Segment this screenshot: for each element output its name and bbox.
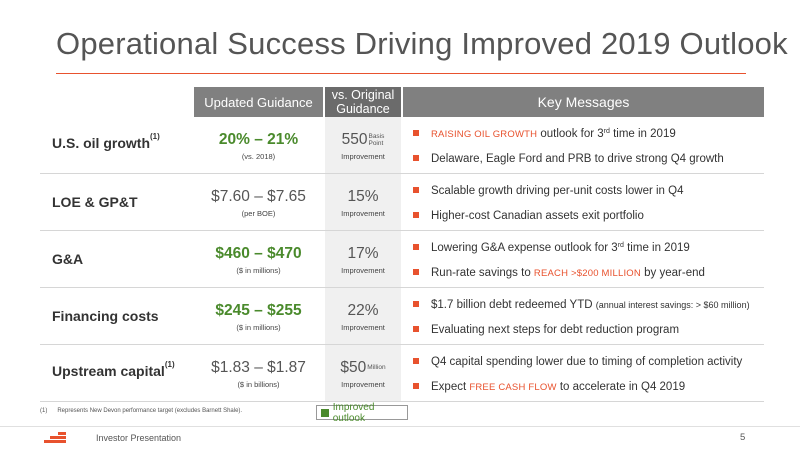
orig-sub: Improvement <box>341 380 385 389</box>
footnote-text: Represents New Devon performance target … <box>57 408 243 414</box>
key-messages: $1.7 billion debt redeemed YTD (annual i… <box>413 298 768 348</box>
row-label: Financing costs <box>52 308 159 324</box>
header-updated-guidance: Updated Guidance <box>194 87 323 117</box>
original-guidance-column-bg <box>325 117 401 401</box>
key-message: Expect free cash flow to accelerate in Q… <box>413 380 768 405</box>
guidance-unit: ($ in billions) <box>237 380 280 389</box>
company-logo <box>44 432 66 445</box>
table-row: G&A $460 – $470 ($ in millions) 17% Improvem… <box>40 231 764 288</box>
updated-guidance: $1.83 – $1.87 ($ in billions) <box>194 359 323 389</box>
key-messages: Scalable growth driving per-unit costs l… <box>413 184 768 234</box>
footer-divider <box>0 426 800 427</box>
key-messages: Lowering G&A expense outlook for 3rd tim… <box>413 241 768 291</box>
row-label: LOE & GP&T <box>52 194 138 210</box>
row-label: U.S. oil growth(1) <box>52 132 160 151</box>
row-label-footnote-ref: (1) <box>164 360 175 369</box>
guidance-value: $1.83 – $1.87 <box>211 359 306 376</box>
orig-unit: Basis Point <box>368 132 385 147</box>
bullet-icon <box>413 358 419 364</box>
orig-value: $50 <box>340 359 367 376</box>
key-messages: Q4 capital spending lower due to timing … <box>413 355 768 405</box>
footer-label: Investor Presentation <box>96 433 182 443</box>
footnote-number: (1) <box>40 408 48 414</box>
header-original-guidance: vs. Original Guidance <box>325 87 401 117</box>
key-message: Raising oil growth outlook for 3rd time … <box>413 127 768 152</box>
orig-value: 550 <box>341 131 368 148</box>
original-guidance-delta: 17% Improvement <box>325 245 401 275</box>
bullet-icon <box>413 269 419 275</box>
original-guidance-delta: 22% Improvement <box>325 302 401 332</box>
updated-guidance: $7.60 – $7.65 (per BOE) <box>194 188 323 218</box>
page-number: 5 <box>740 432 746 443</box>
row-divider <box>40 230 764 231</box>
footnote: (1) Represents New Devon performance targ… <box>40 408 242 414</box>
guidance-value: 20% – 21% <box>218 131 299 148</box>
bullet-icon <box>413 130 419 136</box>
orig-value: 22% <box>347 302 379 319</box>
orig-sub: Improvement <box>341 323 385 332</box>
bullet-icon <box>413 187 419 193</box>
key-message: Q4 capital spending lower due to timing … <box>413 355 768 380</box>
title-divider <box>56 73 746 74</box>
orig-sub: Improvement <box>341 209 385 218</box>
guidance-value: $245 – $255 <box>215 302 302 319</box>
table-row: Financing costs $245 – $255 ($ in millions… <box>40 288 764 345</box>
original-guidance-delta: 15% Improvement <box>325 188 401 218</box>
key-message: Delaware, Eagle Ford and PRB to drive st… <box>413 152 768 177</box>
legend-swatch <box>321 408 329 417</box>
bullet-icon <box>413 155 419 161</box>
table-row: Upstream capital(1) $1.83 – $1.87 ($ in bi… <box>40 345 764 402</box>
updated-guidance: 20% – 21% (vs. 2018) <box>194 131 323 161</box>
key-message: $1.7 billion debt redeemed YTD (annual i… <box>413 298 768 323</box>
guidance-unit: (vs. 2018) <box>241 152 276 161</box>
updated-guidance: $245 – $255 ($ in millions) <box>194 302 323 332</box>
orig-value: 17% <box>347 245 379 262</box>
legend: Improved outlook <box>316 402 408 424</box>
guidance-value: $460 – $470 <box>215 245 302 262</box>
bullet-icon <box>413 326 419 332</box>
row-label: G&A <box>52 251 84 267</box>
bullet-icon <box>413 383 419 389</box>
key-messages: Raising oil growth outlook for 3rd time … <box>413 127 768 177</box>
key-message: Scalable growth driving per-unit costs l… <box>413 184 768 209</box>
key-message: Evaluating next steps for debt reduction… <box>413 323 768 348</box>
orig-value: 15% <box>347 188 379 205</box>
guidance-unit: ($ in millions) <box>236 266 281 275</box>
updated-guidance: $460 – $470 ($ in millions) <box>194 245 323 275</box>
row-divider <box>40 287 764 288</box>
bullet-icon <box>413 212 419 218</box>
slide-title: Operational Success Driving Improved 201… <box>56 26 788 61</box>
guidance-unit: (per BOE) <box>241 209 276 218</box>
header-key-messages: Key Messages <box>403 87 764 117</box>
key-message: Higher-cost Canadian assets exit portfol… <box>413 209 768 234</box>
row-divider <box>40 344 764 345</box>
orig-sub: Improvement <box>341 266 385 275</box>
bullet-icon <box>413 301 419 307</box>
guidance-value: $7.60 – $7.65 <box>211 188 306 205</box>
orig-unit: Million <box>367 364 386 372</box>
original-guidance-delta: 550Basis Point Improvement <box>325 131 401 161</box>
orig-sub: Improvement <box>341 152 385 161</box>
guidance-unit: ($ in millions) <box>236 323 281 332</box>
key-message: Run-rate savings to reach >$200 million … <box>413 266 768 291</box>
row-label: Upstream capital(1) <box>52 360 175 379</box>
row-label-footnote-ref: (1) <box>150 132 160 141</box>
row-divider <box>40 401 764 402</box>
table-row: U.S. oil growth(1) 20% – 21% (vs. 2018) 550… <box>40 117 764 174</box>
row-divider <box>40 173 764 174</box>
key-message: Lowering G&A expense outlook for 3rd tim… <box>413 241 768 266</box>
table-row: LOE & GP&T $7.60 – $7.65 (per BOE) 15% Impro… <box>40 174 764 231</box>
bullet-icon <box>413 244 419 250</box>
legend-label: Improved outlook <box>332 401 375 424</box>
original-guidance-delta: $50Million Improvement <box>325 359 401 389</box>
